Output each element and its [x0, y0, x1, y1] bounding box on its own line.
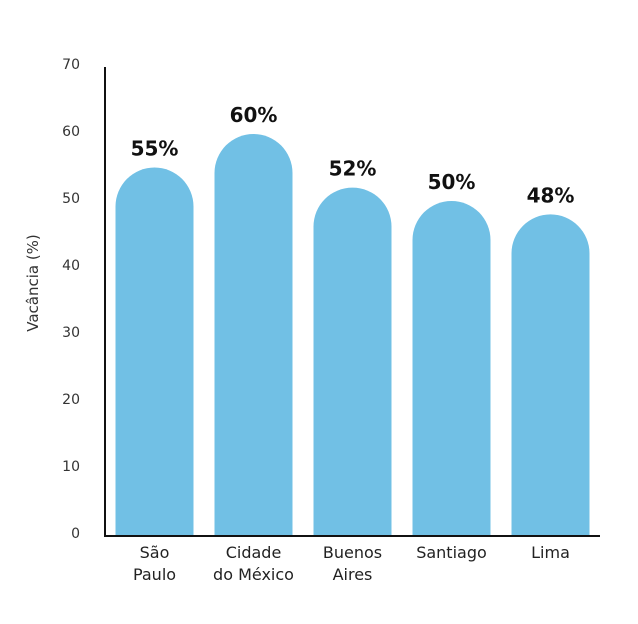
data-label-0: 55% — [131, 137, 179, 161]
bar-0 — [115, 167, 194, 536]
y-axis-title: Vacância (%) — [24, 234, 42, 332]
data-label-4: 48% — [527, 183, 575, 207]
category-label-2: Buenos Aires — [323, 543, 382, 584]
category-labels: São Paulo Cidade do México Buenos Aires Santia… — [133, 543, 570, 584]
category-label-4: Lima — [531, 543, 570, 562]
y-tick-label-20: 20 — [62, 392, 80, 408]
category-label-3: Santiago — [416, 543, 487, 562]
data-label-2: 52% — [329, 157, 377, 181]
y-tick-label-70: 70 — [62, 57, 80, 73]
y-tick-label-0: 0 — [71, 526, 80, 542]
axes — [104, 67, 600, 537]
bar-4 — [511, 214, 590, 536]
y-tick-label-60: 60 — [62, 124, 80, 140]
y-tick-label-30: 30 — [62, 325, 80, 341]
data-label-1: 60% — [230, 103, 278, 127]
bar-1 — [214, 134, 293, 536]
bar-2 — [313, 187, 392, 536]
category-label-1: Cidade do México — [213, 543, 294, 584]
data-label-3: 50% — [428, 170, 476, 194]
y-tick-label-50: 50 — [62, 191, 80, 207]
bar-3 — [412, 201, 491, 536]
y-tick-label-40: 40 — [62, 258, 80, 274]
category-label-0: São Paulo — [133, 543, 176, 584]
y-axis-ticks: 0 10 20 30 40 50 60 70 — [62, 57, 80, 542]
data-labels: 55% 60% 52% 50% 48% — [131, 103, 575, 207]
y-tick-label-10: 10 — [62, 459, 80, 475]
bars — [115, 134, 590, 536]
